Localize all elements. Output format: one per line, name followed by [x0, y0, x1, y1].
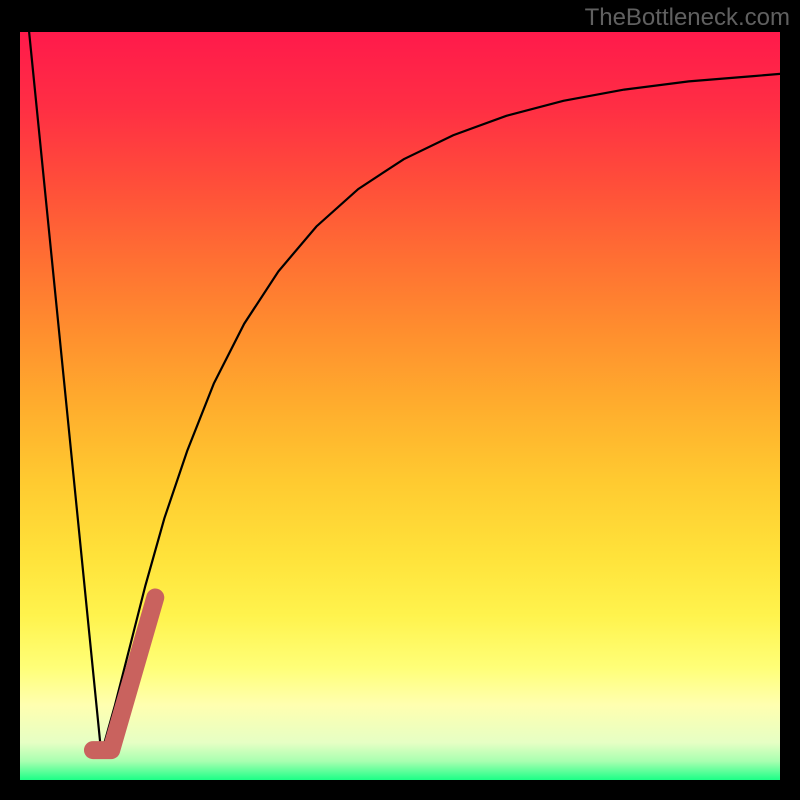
curve-right	[101, 74, 780, 754]
plot-area	[20, 32, 780, 780]
chart-container: TheBottleneck.com	[0, 0, 800, 800]
highlight-marker	[93, 597, 155, 750]
curves-layer	[20, 32, 780, 780]
watermark-text: TheBottleneck.com	[585, 4, 790, 32]
curve-left	[29, 32, 101, 754]
